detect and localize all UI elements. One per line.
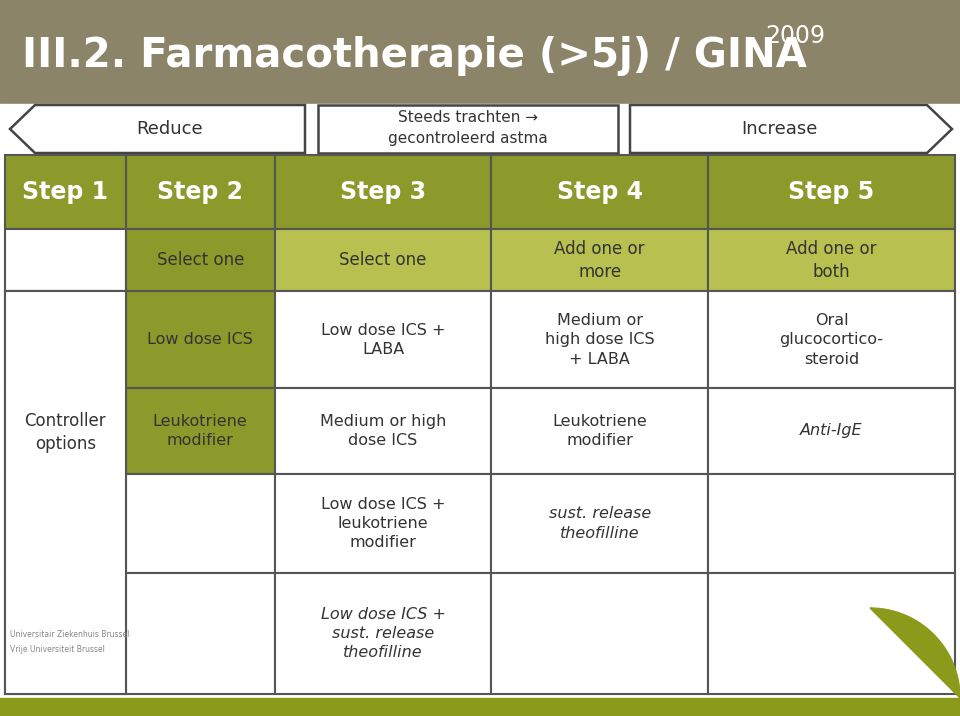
Text: Leukotriene
modifier: Leukotriene modifier <box>552 414 647 448</box>
Text: Low dose ICS +
sust. release
theofilline: Low dose ICS + sust. release theofilline <box>321 607 445 660</box>
Bar <box>275 473 492 574</box>
Bar <box>126 155 275 229</box>
Bar <box>708 291 955 388</box>
Bar <box>5 388 126 473</box>
Bar <box>708 574 955 694</box>
Text: Low dose ICS: Low dose ICS <box>147 332 253 347</box>
Text: Select one: Select one <box>156 251 244 269</box>
FancyBboxPatch shape <box>5 5 955 105</box>
Text: Medium or
high dose ICS
+ LABA: Medium or high dose ICS + LABA <box>545 313 655 367</box>
Bar <box>5 473 126 574</box>
Bar <box>126 388 275 473</box>
Text: Step 3: Step 3 <box>340 180 426 204</box>
Bar <box>126 574 275 694</box>
Bar <box>5 291 126 388</box>
Text: Steeds trachten →: Steeds trachten → <box>398 110 538 125</box>
Text: Add one or
both: Add one or both <box>786 240 876 281</box>
Text: 2009: 2009 <box>765 24 825 48</box>
Text: Select one: Select one <box>340 251 427 269</box>
Bar <box>318 105 618 153</box>
Bar <box>275 388 492 473</box>
Text: Controller
options: Controller options <box>25 412 107 453</box>
Bar <box>126 229 275 291</box>
Bar <box>275 155 492 229</box>
Bar <box>5 291 126 694</box>
Text: III.2. Farmacotherapie (>5j) / GINA: III.2. Farmacotherapie (>5j) / GINA <box>22 36 806 76</box>
Text: Increase: Increase <box>741 120 817 138</box>
Bar <box>5 229 126 291</box>
Bar <box>492 229 708 291</box>
Bar <box>492 291 708 388</box>
Text: Vrije Universiteit Brussel: Vrije Universiteit Brussel <box>10 645 105 654</box>
Bar <box>492 574 708 694</box>
Bar <box>708 155 955 229</box>
Text: Add one or
more: Add one or more <box>555 240 645 281</box>
Bar <box>708 229 955 291</box>
Bar <box>126 291 275 388</box>
Text: Universitair Ziekenhuis Brussel: Universitair Ziekenhuis Brussel <box>10 630 130 639</box>
Text: Low dose ICS +
LABA: Low dose ICS + LABA <box>321 323 445 357</box>
Bar <box>708 473 955 574</box>
Bar <box>492 388 708 473</box>
Bar <box>126 473 275 574</box>
Text: Oral
glucocortico-
steroid: Oral glucocortico- steroid <box>780 313 883 367</box>
Polygon shape <box>630 105 952 153</box>
Text: Medium or high
dose ICS: Medium or high dose ICS <box>320 414 446 448</box>
Bar <box>492 155 708 229</box>
Text: Leukotriene
modifier: Leukotriene modifier <box>153 414 248 448</box>
Bar <box>275 291 492 388</box>
Polygon shape <box>870 608 960 698</box>
Bar <box>708 388 955 473</box>
Text: Step 5: Step 5 <box>788 180 875 204</box>
Bar <box>5 574 126 694</box>
Polygon shape <box>10 105 305 153</box>
Bar <box>275 229 492 291</box>
Text: gecontroleerd astma: gecontroleerd astma <box>388 131 548 146</box>
Text: Reduce: Reduce <box>136 120 203 138</box>
Bar <box>492 473 708 574</box>
Text: sust. release
theofilline: sust. release theofilline <box>548 506 651 541</box>
Bar <box>5 155 126 229</box>
Bar <box>275 574 492 694</box>
Text: Step 1: Step 1 <box>22 180 108 204</box>
Text: Anti-IgE: Anti-IgE <box>801 423 863 438</box>
Text: Step 4: Step 4 <box>557 180 642 204</box>
Text: Step 2: Step 2 <box>157 180 243 204</box>
Text: Low dose ICS +
leukotriene
modifier: Low dose ICS + leukotriene modifier <box>321 497 445 550</box>
